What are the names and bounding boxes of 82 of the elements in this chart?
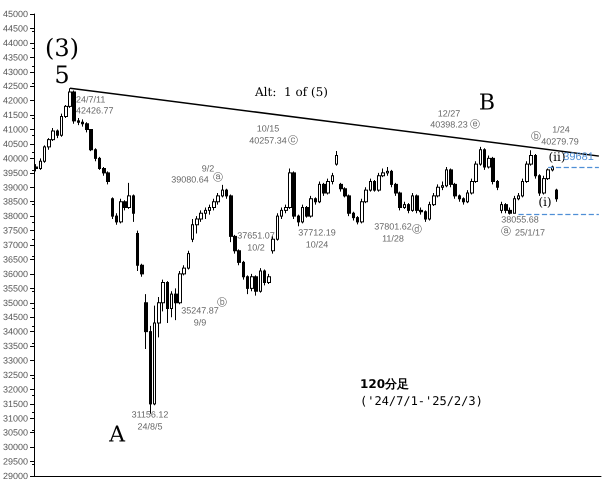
y-tick-label: 32500: [2, 370, 28, 380]
annotation: ⓓ: [412, 224, 422, 236]
annotation: ⓑ: [217, 296, 227, 308]
annotation: 9/2: [202, 164, 214, 174]
annotation: (3): [45, 34, 79, 62]
y-tick-label: 37500: [2, 226, 28, 236]
annotation: 24/7/11: [76, 94, 106, 104]
annotation: Alt: 1 of (5): [254, 85, 328, 99]
candlestick: [72, 90, 76, 124]
y-tick-label: 45000: [2, 9, 28, 19]
y-tick-label: 43000: [2, 66, 28, 77]
y-tick-label: 33000: [2, 356, 28, 366]
annotation: ⓒ: [288, 134, 298, 146]
y-tick-label: 42500: [2, 81, 28, 92]
y-tick-label: 38500: [2, 196, 28, 207]
candlestick: [415, 194, 419, 214]
candlestick: [504, 202, 508, 214]
y-tick-label: 43500: [2, 52, 28, 62]
annotation: 10/2: [247, 242, 265, 252]
y-tick-label: 29500: [2, 456, 28, 467]
y-tick-label: 31500: [2, 398, 28, 409]
annotation: 25/1/17: [514, 228, 546, 238]
annotation: A: [108, 422, 126, 448]
candlestick: [377, 172, 381, 192]
y-tick-label: 44500: [2, 23, 28, 34]
annotation: 5: [54, 61, 70, 89]
y-tick-label: 29000: [2, 471, 28, 481]
annotation: 10/15: [256, 124, 280, 134]
annotation: (i): [538, 195, 552, 209]
y-tick-label: 40500: [2, 138, 28, 149]
y-tick-label: 35500: [2, 283, 28, 294]
annotation: ⓔ: [470, 118, 480, 130]
annotation: ⓐ: [213, 172, 223, 184]
y-tick-label: 34500: [2, 312, 28, 322]
y-tick-label: 35000: [2, 298, 28, 308]
y-tick-label: 33500: [2, 341, 28, 352]
y-tick-label: 40000: [2, 153, 28, 164]
text: ('24/7/1-'25/2/3): [360, 394, 483, 408]
candlestick: [267, 273, 271, 284]
y-tick-label: 42000: [2, 96, 28, 106]
y-tick-label: 38000: [2, 211, 28, 222]
annotation: 39080.64: [171, 174, 209, 184]
candlestick: [309, 195, 313, 218]
annotation: 40279.79: [541, 136, 579, 146]
annotation: B: [478, 90, 496, 116]
annotation: 1/24: [552, 124, 570, 134]
annotation: 37651.07: [237, 230, 275, 240]
annotation: 37712.19: [298, 228, 336, 238]
annotation: ⓐ: [501, 226, 511, 238]
candlestick: [119, 198, 123, 224]
candlestick: [555, 188, 558, 202]
annotation: 40257.34: [249, 136, 287, 146]
y-tick-label: 30500: [2, 428, 28, 438]
candlestick: [106, 170, 110, 185]
y-tick-label: 32000: [2, 384, 28, 394]
y-tick-label: 39000: [2, 182, 28, 192]
y-tick-label: 41000: [2, 124, 28, 134]
annotation: 9/9: [194, 318, 206, 328]
y-tick-label: 41500: [2, 110, 28, 120]
y-tick-label: 44000: [2, 38, 28, 48]
annotation: 38055.68: [501, 214, 539, 224]
y-tick-label: 31000: [2, 413, 28, 424]
annotation: ⓑ: [531, 130, 541, 142]
y-tick-label: 34000: [2, 326, 28, 337]
y-tick-label: 39500: [2, 168, 28, 178]
y-tick-label: 37000: [2, 240, 28, 250]
annotation: 35247.87: [181, 306, 219, 316]
candlestick: [335, 150, 338, 166]
annotation: 10/24: [306, 240, 328, 250]
annotation: 31156.12: [132, 410, 168, 420]
text: 120分足: [360, 377, 410, 391]
annotation: (ii): [548, 150, 566, 164]
annotation: 40398.23: [430, 120, 468, 130]
y-tick-label: 36500: [2, 254, 28, 264]
y-tick-label: 36000: [2, 268, 28, 279]
annotation: 37801.62: [374, 222, 412, 232]
annotation: 24/8/5: [137, 422, 163, 432]
annotation: 12/27: [438, 108, 460, 118]
y-tick-label: 30000: [2, 442, 28, 452]
annotation: 42426.77: [76, 106, 114, 116]
candlestick: [250, 273, 254, 292]
annotation: 11/28: [382, 234, 404, 244]
